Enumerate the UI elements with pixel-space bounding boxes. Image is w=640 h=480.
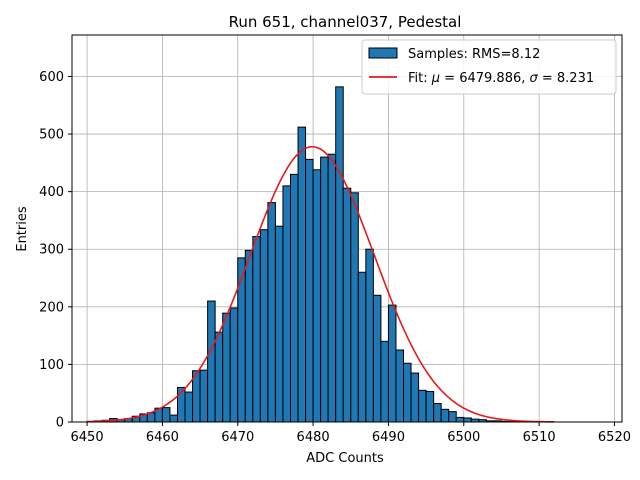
histogram-bar — [448, 411, 457, 423]
chart-title: Run 651, channel037, Pedestal — [229, 13, 462, 31]
histogram-bar — [440, 408, 450, 423]
histogram-bar — [297, 126, 307, 423]
histogram-bar — [199, 369, 209, 423]
histogram-bar — [244, 249, 254, 423]
histogram-bar — [380, 340, 389, 423]
legend-mu-value: = 6479.886, — [440, 71, 529, 86]
histogram-bar — [184, 391, 194, 423]
histogram-bar — [418, 389, 427, 423]
gaussian-fit-curve — [87, 145, 555, 423]
histogram-bar — [320, 156, 329, 423]
histogram-bar — [161, 407, 171, 423]
histogram-bar — [335, 86, 344, 423]
histogram-bar — [403, 362, 412, 423]
legend-mu-symbol: μ — [431, 71, 440, 86]
y-tick-label: 500 — [39, 128, 64, 143]
histogram-bar — [305, 158, 314, 423]
histogram-bar — [214, 331, 224, 423]
legend-fit-prefix: Fit: — [408, 71, 432, 86]
histogram-bar — [395, 349, 405, 423]
legend-samples-swatch — [368, 47, 398, 59]
legend: Samples: RMS=8.12 Fit: μ = 6479.886, σ =… — [361, 39, 617, 95]
histogram-bar — [267, 202, 276, 423]
x-tick-label: 6470 — [221, 430, 254, 445]
histogram-bar — [274, 225, 284, 423]
histogram-bar — [372, 294, 382, 423]
y-tick-label: 100 — [39, 358, 64, 373]
x-axis-ticks: 6450 6460 6470 6480 6490 6500 6510 6520 — [71, 422, 631, 445]
histogram-bar — [312, 169, 322, 423]
histogram-bar — [463, 417, 472, 423]
x-axis-label: ADC Counts — [306, 451, 384, 466]
plot-frame — [71, 34, 623, 423]
histogram-bar — [237, 257, 246, 423]
legend-fit-label: Fit: μ = 6479.886, σ = 8.231 — [408, 71, 594, 86]
histogram-bar — [357, 271, 367, 423]
x-tick-label: 6500 — [447, 430, 480, 445]
x-tick-label: 6510 — [523, 430, 556, 445]
x-tick-label: 6490 — [372, 430, 405, 445]
histogram-bar — [410, 372, 420, 423]
histogram-bar — [433, 403, 442, 423]
y-tick-label: 0 — [56, 416, 64, 431]
y-tick-label: 200 — [39, 300, 64, 315]
x-tick-label: 6520 — [598, 430, 631, 445]
histogram-bar — [169, 414, 178, 423]
histogram-bar — [222, 312, 231, 423]
legend-sigma-value: = 8.231 — [538, 71, 594, 86]
legend-samples-label: Samples: RMS=8.12 — [408, 47, 540, 62]
x-tick-label: 6480 — [297, 430, 330, 445]
histogram-bar — [365, 248, 374, 423]
histogram-bar — [229, 307, 239, 423]
y-tick-label: 400 — [39, 185, 64, 200]
histogram-bar — [252, 236, 261, 423]
histogram-bar — [455, 416, 465, 423]
y-axis-ticks: 0 100 200 300 400 500 600 — [39, 70, 72, 431]
y-axis-label: Entries — [15, 206, 30, 252]
histogram-bar — [425, 390, 435, 423]
histogram-bar — [350, 192, 359, 423]
histogram-bar — [282, 185, 291, 423]
histogram-bar — [387, 304, 397, 423]
legend-box — [361, 39, 617, 95]
x-tick-label: 6450 — [71, 430, 104, 445]
x-tick-label: 6460 — [146, 430, 179, 445]
y-tick-label: 600 — [39, 70, 64, 85]
histogram-bar — [207, 300, 216, 423]
histogram-bar — [327, 153, 337, 423]
histogram-bar — [259, 229, 269, 423]
histogram-bar — [289, 173, 299, 423]
legend-sigma-symbol: σ — [530, 71, 539, 86]
histogram-bar — [342, 187, 352, 423]
y-tick-label: 300 — [39, 243, 64, 258]
